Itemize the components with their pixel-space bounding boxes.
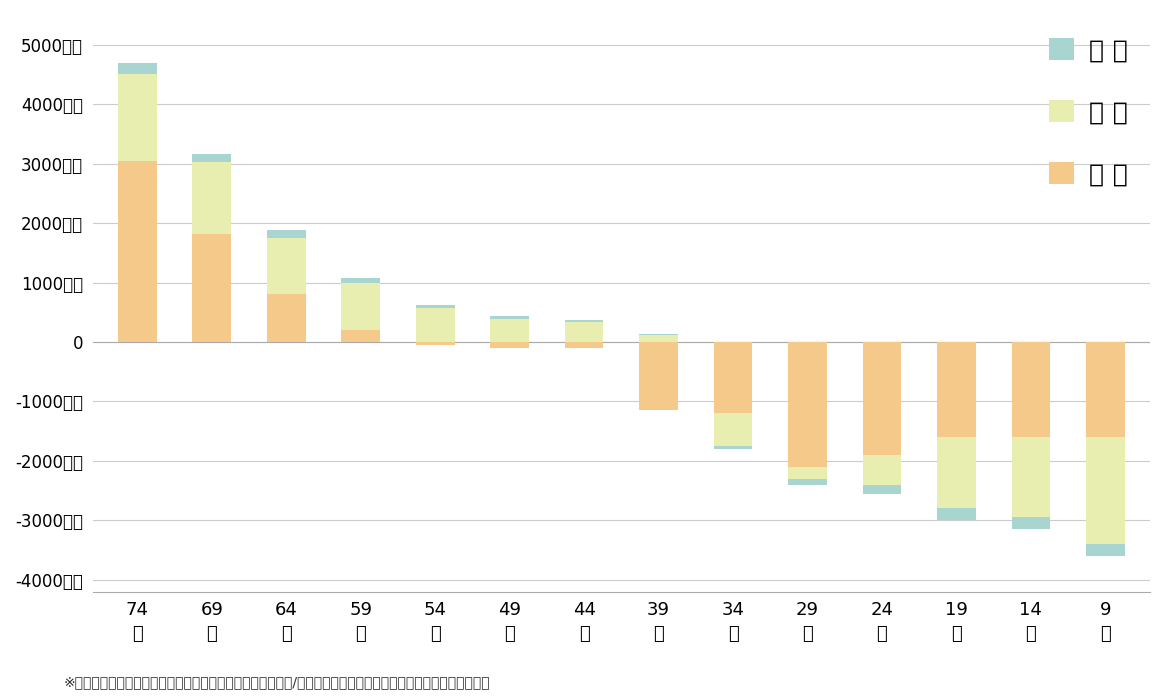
Bar bbox=[490, 316, 529, 318]
Bar bbox=[862, 484, 902, 494]
Bar bbox=[789, 467, 827, 479]
Bar bbox=[118, 161, 157, 342]
Bar bbox=[862, 455, 902, 484]
Bar bbox=[341, 330, 380, 342]
Bar bbox=[490, 342, 529, 348]
Bar bbox=[714, 342, 753, 413]
Bar bbox=[416, 342, 454, 345]
Bar bbox=[1011, 342, 1050, 437]
Bar bbox=[416, 304, 454, 308]
Bar bbox=[490, 318, 529, 342]
Bar bbox=[640, 342, 678, 410]
Bar bbox=[714, 446, 753, 449]
Bar bbox=[1086, 342, 1124, 437]
Bar bbox=[937, 437, 976, 508]
Bar bbox=[192, 153, 231, 162]
Bar bbox=[789, 479, 827, 484]
Bar bbox=[341, 278, 380, 283]
Bar bbox=[267, 295, 305, 342]
Bar bbox=[416, 308, 454, 342]
Bar bbox=[118, 74, 157, 161]
Bar bbox=[1086, 544, 1124, 556]
Bar bbox=[1086, 437, 1124, 544]
Bar bbox=[118, 62, 157, 74]
Bar bbox=[565, 323, 603, 342]
Legend: 介 護, 医 療, 年 金: 介 護, 医 療, 年 金 bbox=[1039, 27, 1137, 197]
Bar bbox=[640, 335, 678, 342]
Bar bbox=[267, 230, 305, 238]
Bar bbox=[937, 342, 976, 437]
Bar bbox=[862, 342, 902, 455]
Bar bbox=[565, 320, 603, 323]
Text: ※「だまされないための年金・医療・介護入門」（鈴木亘著/東洋経済新報社刊）をもとに「みんなの介護」作成: ※「だまされないための年金・医療・介護入門」（鈴木亘著/東洋経済新報社刊）をもと… bbox=[64, 676, 490, 690]
Bar bbox=[937, 508, 976, 520]
Bar bbox=[789, 342, 827, 467]
Bar bbox=[192, 162, 231, 234]
Bar bbox=[192, 234, 231, 342]
Bar bbox=[341, 283, 380, 330]
Bar bbox=[1011, 437, 1050, 517]
Bar bbox=[714, 413, 753, 446]
Bar bbox=[1011, 517, 1050, 529]
Bar bbox=[267, 238, 305, 295]
Bar bbox=[565, 342, 603, 348]
